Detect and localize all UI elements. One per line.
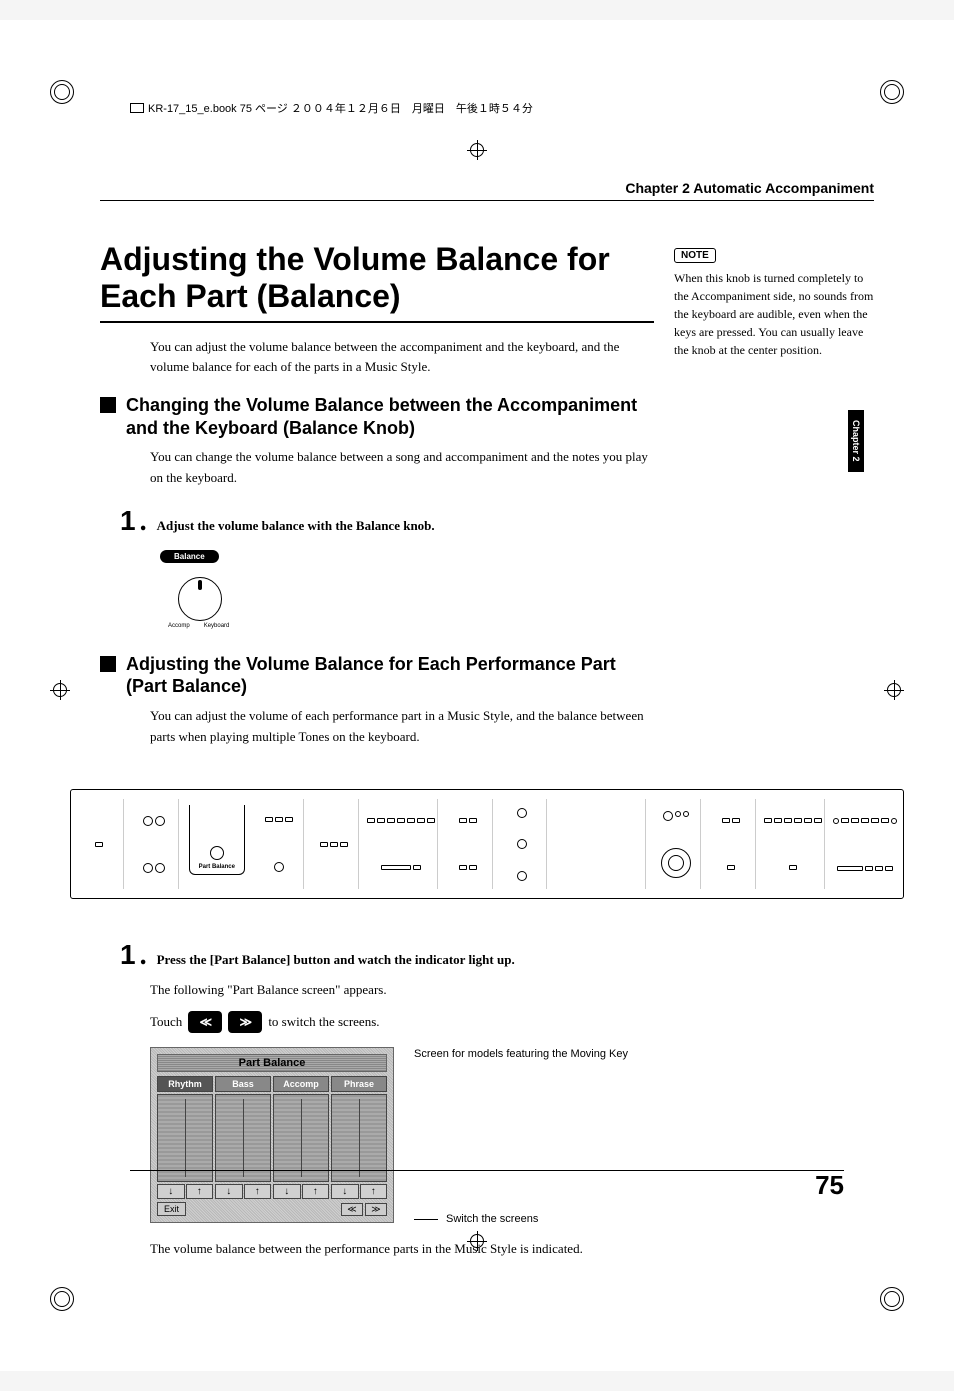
note-text: When this knob is turned completely to t… [674, 269, 874, 359]
callout-moving-key: Screen for models featuring the Moving K… [414, 1047, 628, 1062]
page-title: Adjusting the Volume Balance for Each Pa… [100, 241, 654, 323]
prev-screen-icon: ≪ [188, 1011, 222, 1033]
lcd-title: Part Balance [157, 1054, 387, 1072]
crop-mark-left [50, 680, 70, 700]
callout-line [414, 1219, 438, 1220]
registration-mark-tr [880, 80, 904, 104]
registration-mark-br [880, 1287, 904, 1311]
section1-step1: 1 . Adjust the volume balance with the B… [120, 505, 654, 538]
registration-mark-bl [50, 1287, 74, 1311]
book-icon [130, 103, 144, 113]
lcd-slider [157, 1094, 213, 1182]
part-balance-button-icon [210, 846, 224, 860]
lcd-down-icon: ↓ [215, 1184, 243, 1199]
section3-after-step: The following "Part Balance screen" appe… [150, 980, 654, 1001]
lcd-slider [273, 1094, 329, 1182]
part-balance-screen-figure: Part Balance Rhythm Bass Accomp Phrase [150, 1047, 394, 1223]
lcd-tab-accomp: Accomp [273, 1076, 329, 1092]
lcd-down-icon: ↓ [157, 1184, 185, 1199]
page-number: 75 [815, 1170, 844, 1201]
lcd-down-icon: ↓ [331, 1184, 359, 1199]
lcd-tab-bass: Bass [215, 1076, 271, 1092]
crop-mark-right [884, 680, 904, 700]
part-balance-label: Part Balance [199, 864, 235, 870]
balance-pill-label: Balance [160, 550, 219, 563]
note-label: NOTE [674, 248, 716, 263]
step-number: 1 [120, 939, 136, 971]
section1-heading: Changing the Volume Balance between the … [100, 394, 654, 439]
book-meta-text: KR-17_15_e.book 75 ページ ２００４年１２月６日 月曜日 午後… [148, 100, 533, 116]
lcd-up-icon: ↑ [360, 1184, 388, 1199]
bullet-square-icon [100, 656, 116, 672]
part-balance-button-highlight: Part Balance [189, 805, 245, 875]
instrument-panel-figure: Part Balance [70, 789, 904, 899]
registration-mark-tl [50, 80, 74, 104]
knob-left-label: Accomp [168, 623, 190, 629]
intro-paragraph: You can adjust the volume balance betwee… [150, 337, 654, 379]
touch-instruction: Touch ≪ ≫ to switch the screens. [150, 1011, 654, 1033]
jog-dial-icon [661, 848, 691, 878]
balance-knob-figure: Balance Accomp Keyboard [160, 546, 654, 629]
section2-heading: Adjusting the Volume Balance for Each Pe… [100, 653, 654, 698]
step-text: Press the [Part Balance] button and watc… [157, 944, 515, 968]
step-dot: . [140, 940, 147, 972]
next-screen-icon: ≫ [228, 1011, 262, 1033]
lcd-page-next-icon: ≫ [365, 1203, 387, 1216]
step-text: Adjust the volume balance with the Balan… [157, 510, 435, 534]
knob-right-label: Keyboard [204, 623, 230, 629]
lcd-exit-button: Exit [157, 1202, 186, 1216]
lcd-slider [331, 1094, 387, 1182]
lcd-down-icon: ↓ [273, 1184, 301, 1199]
touch-pre-text: Touch [150, 1014, 182, 1030]
crop-mark-top [467, 140, 487, 160]
lcd-up-icon: ↑ [244, 1184, 272, 1199]
section3-closing: The volume balance between the performan… [150, 1239, 654, 1260]
chapter-side-tab: Chapter 2 [848, 410, 864, 472]
balance-knob-icon [178, 577, 222, 621]
lcd-tab-rhythm: Rhythm [157, 1076, 213, 1092]
step-number: 1 [120, 505, 136, 537]
page-footer-rule [130, 1170, 844, 1171]
lcd-up-icon: ↑ [186, 1184, 214, 1199]
section1-heading-text: Changing the Volume Balance between the … [126, 394, 654, 439]
section2-heading-text: Adjusting the Volume Balance for Each Pe… [126, 653, 654, 698]
step-dot: . [140, 506, 147, 538]
chapter-header: Chapter 2 Automatic Accompaniment [100, 180, 874, 201]
lcd-slider [215, 1094, 271, 1182]
section2-body: You can adjust the volume of each perfor… [150, 706, 654, 748]
callout-switch-screens: Switch the screens [446, 1212, 538, 1227]
touch-post-text: to switch the screens. [268, 1014, 379, 1030]
lcd-page-prev-icon: ≪ [341, 1203, 363, 1216]
section1-body: You can change the volume balance betwee… [150, 447, 654, 489]
bullet-square-icon [100, 397, 116, 413]
section3-step1: 1 . Press the [Part Balance] button and … [120, 939, 654, 972]
book-meta-line: KR-17_15_e.book 75 ページ ２００４年１２月６日 月曜日 午後… [130, 100, 533, 116]
panel-display-icon [559, 814, 639, 874]
crop-mark-bottom [467, 1231, 487, 1251]
lcd-up-icon: ↑ [302, 1184, 330, 1199]
lcd-tab-phrase: Phrase [331, 1076, 387, 1092]
